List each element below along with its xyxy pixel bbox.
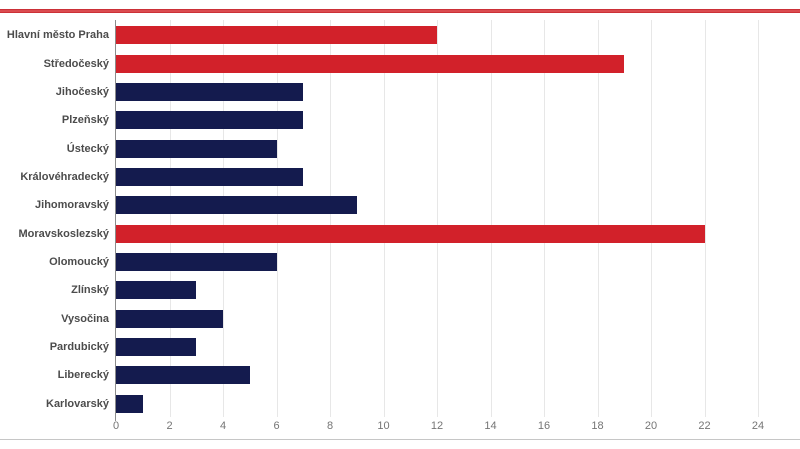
x-tick-label: 12 (430, 420, 444, 432)
x-tick-label: 2 (166, 420, 173, 432)
bar[interactable] (116, 252, 277, 271)
bar-row: Královéhradecký (0, 167, 800, 186)
category-label: Středočeský (43, 57, 109, 70)
gridline-x-20 (651, 20, 652, 417)
bar-row: Ústecký (0, 139, 800, 158)
bar-row: Plzeňský (0, 111, 800, 130)
category-label: Královéhradecký (20, 170, 109, 183)
bar-row: Hlavní město Praha (0, 26, 800, 45)
gridline-x-16 (544, 20, 545, 417)
x-tick-label: 16 (537, 420, 551, 432)
bar-row: Jihomoravský (0, 196, 800, 215)
bar[interactable] (116, 337, 197, 356)
x-tick-label: 10 (377, 420, 390, 432)
bar[interactable] (116, 224, 705, 243)
gridline-x-8 (330, 20, 331, 417)
category-label: Pardubický (49, 340, 109, 353)
bar[interactable] (116, 54, 625, 73)
gridline-x-6 (276, 20, 278, 417)
bar-row: Moravskoslezský (0, 224, 800, 243)
category-label: Jihočeský (55, 85, 109, 98)
gridline-x-22 (704, 20, 706, 417)
bar[interactable] (116, 26, 437, 45)
bar-row: Středočeský (0, 54, 800, 73)
gridline-x-24 (758, 20, 759, 417)
bar[interactable] (116, 167, 304, 186)
bar-row: Jihočeský (0, 82, 800, 101)
bar[interactable] (116, 111, 304, 130)
bottom-divider-line (0, 439, 800, 440)
x-tick-label: 0 (112, 420, 120, 432)
category-label: Plzeňský (61, 114, 109, 127)
bar[interactable] (116, 309, 223, 328)
bar-row: Vysočina (0, 309, 800, 328)
bar[interactable] (116, 281, 197, 300)
x-tick-label: 4 (219, 420, 227, 432)
x-axis: 0 2 4 6 8 10 12 14 16 18 20 22 24 (0, 420, 800, 436)
x-tick-label: 20 (644, 420, 658, 432)
bar-row: Olomoucký (0, 252, 800, 271)
bar-row: Karlovarský (0, 394, 800, 413)
category-label: Olomoucký (49, 255, 109, 268)
gridline-x-12 (437, 20, 438, 417)
x-tick-label: 8 (326, 420, 334, 432)
bar-rows: Hlavní město Praha Středočeský Jihočeský Pl… (0, 21, 800, 418)
category-label: Ústecký (66, 142, 109, 155)
x-tick-label: 22 (698, 420, 711, 432)
bar-row: Pardubický (0, 337, 800, 356)
bar[interactable] (116, 82, 304, 101)
bar[interactable] (116, 394, 143, 413)
x-tick-label: 6 (273, 420, 280, 432)
x-tick-label: 24 (751, 420, 765, 432)
top-red-rule (0, 9, 800, 13)
category-label: Moravskoslezský (18, 227, 110, 240)
x-tick-label: 14 (484, 420, 497, 432)
bar[interactable] (116, 366, 250, 385)
category-label: Karlovarský (46, 397, 109, 410)
gridline-x-2 (169, 20, 171, 417)
gridline-x-14 (490, 20, 492, 417)
gridline-x-10 (383, 20, 385, 417)
y-axis-line (115, 20, 116, 421)
plot-area (115, 20, 775, 421)
bar[interactable] (116, 139, 277, 158)
category-label: Vysočina (61, 312, 109, 325)
gridline-x-4 (223, 20, 224, 417)
bar[interactable] (116, 196, 357, 215)
gridline-x-18 (597, 20, 599, 417)
category-label: Liberecký (57, 369, 109, 382)
bar-row: Zlínský (0, 281, 800, 300)
category-label: Jihomoravský (35, 199, 109, 212)
category-label: Zlínský (71, 284, 109, 297)
bar-row: Liberecký (0, 366, 800, 385)
category-label: Hlavní město Praha (6, 29, 109, 42)
x-tick-label: 18 (591, 420, 604, 432)
